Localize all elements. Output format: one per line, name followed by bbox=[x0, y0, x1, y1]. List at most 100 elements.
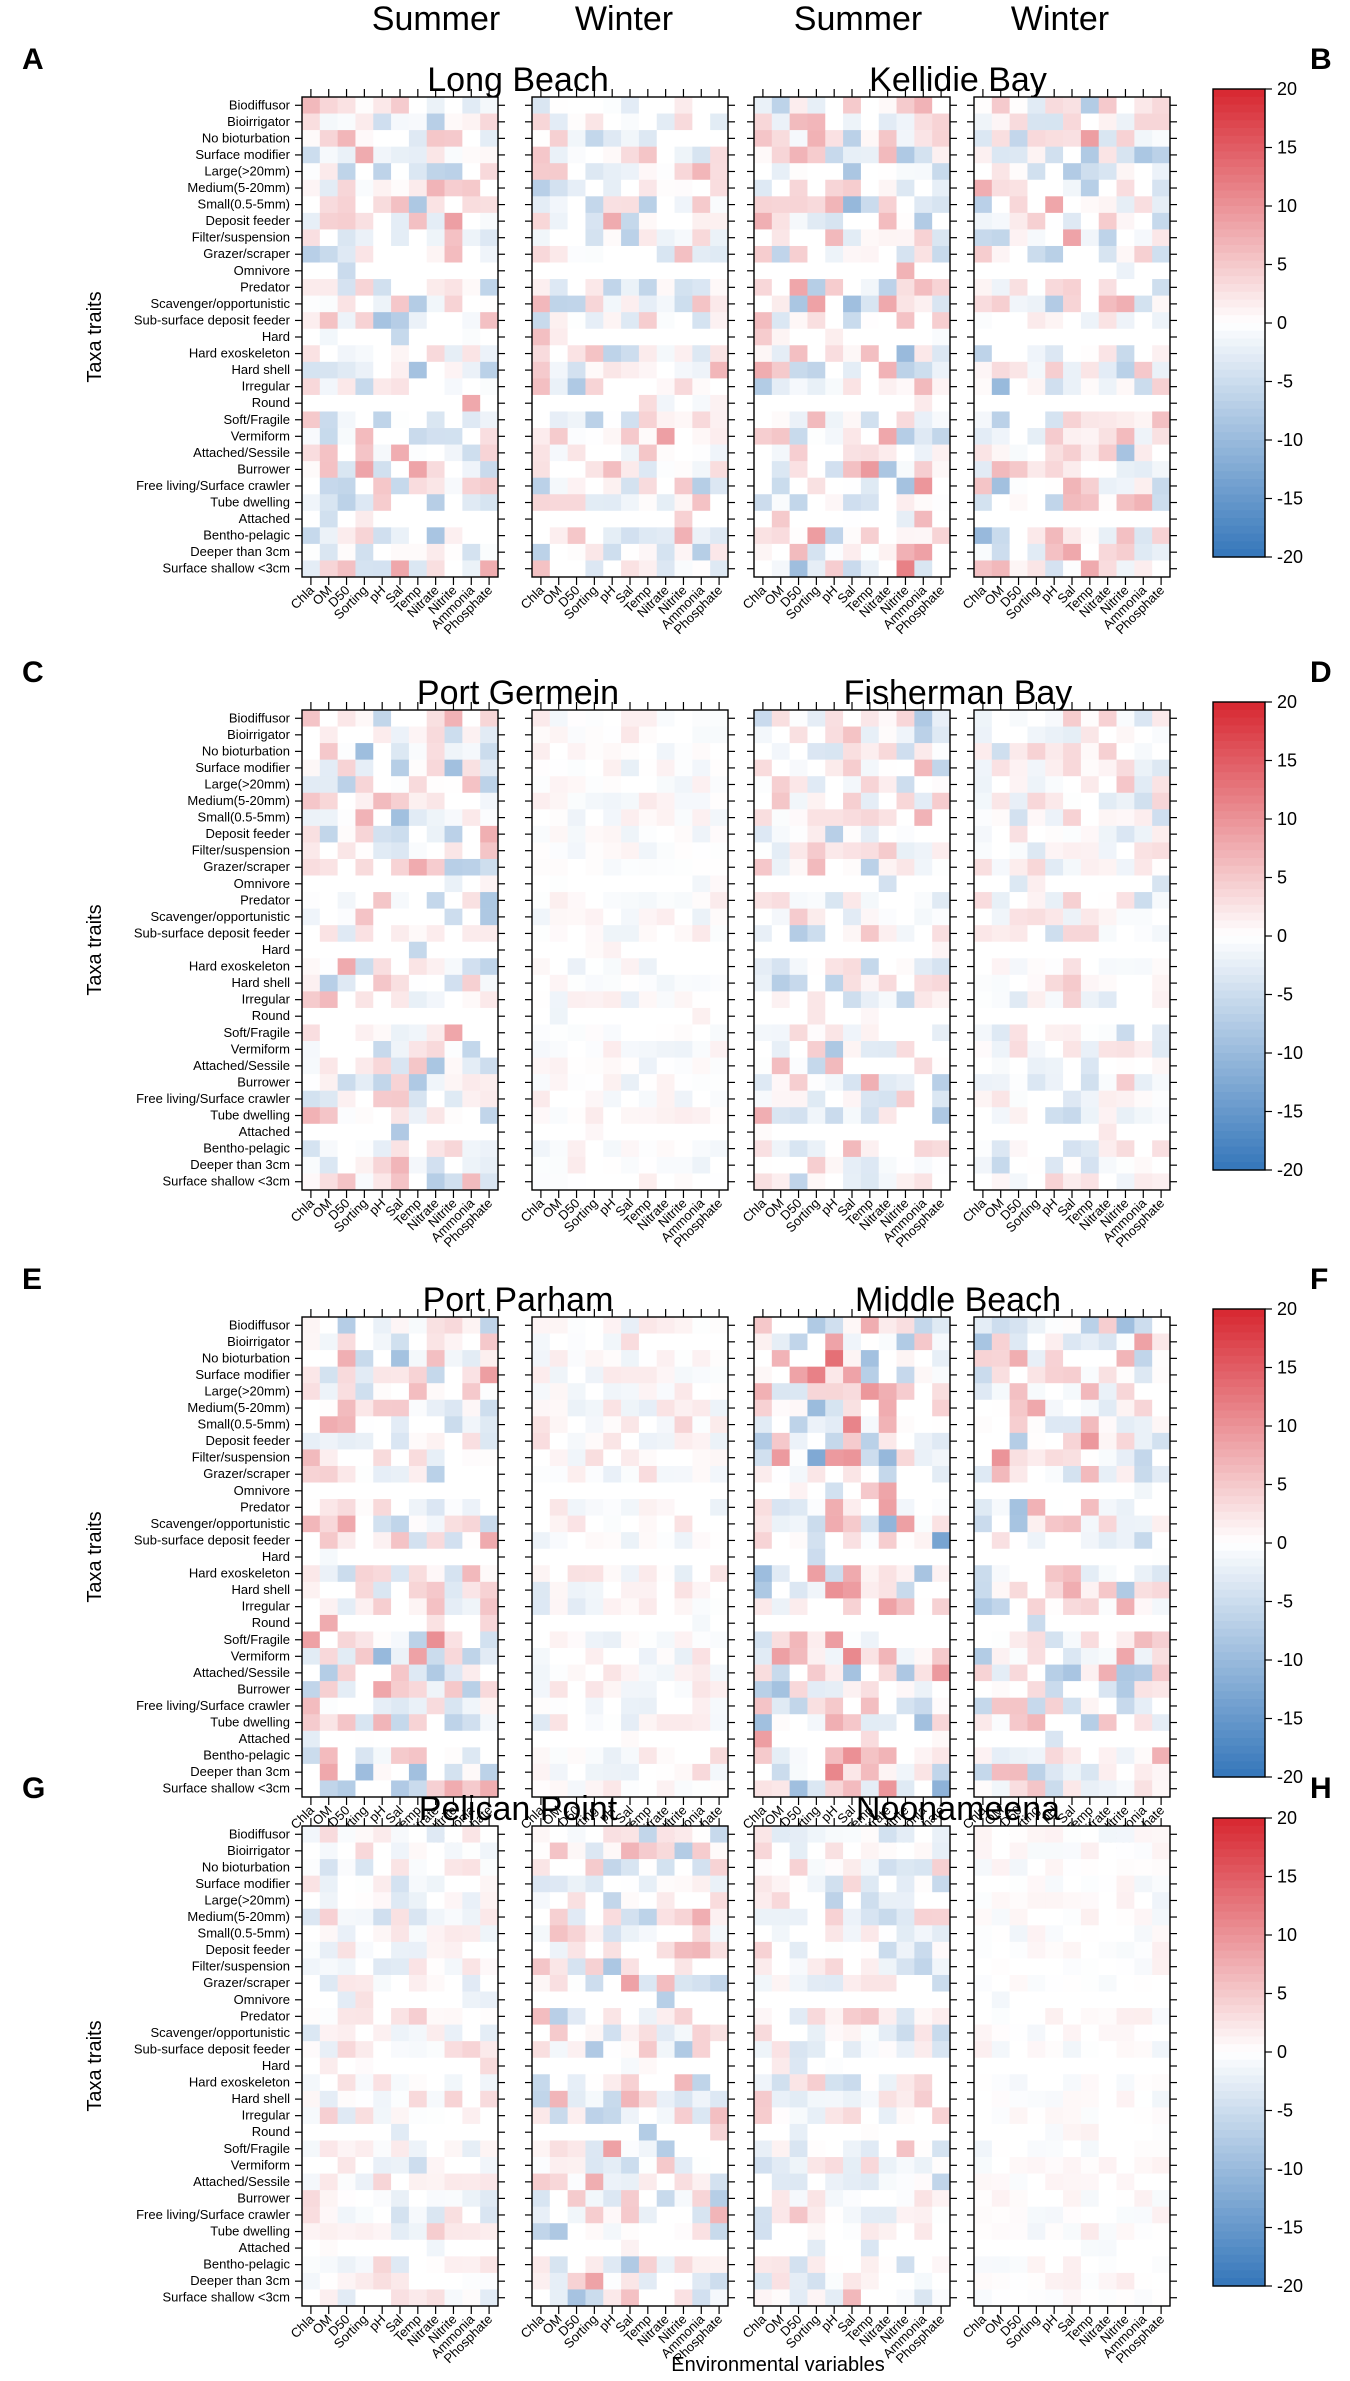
heatmap-cell bbox=[444, 428, 463, 445]
heatmap-cell bbox=[710, 494, 729, 512]
heatmap-cell bbox=[807, 842, 826, 860]
heatmap-cell bbox=[603, 809, 622, 827]
heatmap-cell bbox=[991, 328, 1010, 346]
heatmap-cell bbox=[532, 759, 551, 777]
heatmap-cell bbox=[1134, 1024, 1153, 1042]
heatmap-cell bbox=[373, 759, 392, 777]
heatmap-cell bbox=[567, 312, 586, 330]
heatmap-cell bbox=[710, 1548, 729, 1566]
heatmap-cell bbox=[1116, 262, 1135, 280]
heatmap-cell bbox=[621, 1482, 640, 1500]
heatmap-cell bbox=[444, 477, 463, 495]
heatmap-cell bbox=[932, 1548, 951, 1566]
heatmap-cell bbox=[355, 279, 374, 296]
heatmap-cell bbox=[638, 842, 658, 860]
heatmap-cell bbox=[754, 1416, 773, 1434]
heatmap-cell bbox=[674, 1074, 693, 1091]
heatmap-cell bbox=[302, 974, 321, 992]
heatmap-cell bbox=[789, 543, 808, 561]
heatmap-cell bbox=[319, 1416, 338, 1434]
heatmap-cell bbox=[771, 146, 790, 164]
heatmap-cell bbox=[674, 809, 693, 827]
heatmap-cell bbox=[444, 245, 463, 263]
heatmap-cell bbox=[532, 1416, 551, 1434]
heatmap-cell bbox=[1063, 1432, 1082, 1450]
heatmap-cell bbox=[710, 527, 729, 545]
heatmap-cell bbox=[567, 908, 586, 926]
heatmap-cell bbox=[444, 279, 463, 296]
heatmap-cell bbox=[1116, 212, 1135, 230]
heatmap-cell bbox=[656, 1041, 675, 1058]
heatmap-cell bbox=[603, 1333, 622, 1351]
heatmap-cell bbox=[567, 842, 586, 860]
heatmap-cell bbox=[1080, 1383, 1100, 1401]
heatmap-cell bbox=[621, 1383, 640, 1401]
heatmap-cell bbox=[656, 1024, 675, 1042]
colorbar-segment bbox=[1213, 819, 1265, 828]
heatmap-cell bbox=[532, 196, 551, 214]
heatmap-cell bbox=[932, 97, 951, 114]
heatmap-cell bbox=[462, 428, 481, 445]
heatmap-cell bbox=[549, 1333, 568, 1351]
heatmap-cell bbox=[878, 279, 897, 296]
heatmap-cell bbox=[567, 1482, 586, 1500]
heatmap-cell bbox=[771, 908, 790, 926]
heatmap-cell bbox=[337, 1515, 356, 1533]
heatmap-cell bbox=[860, 925, 880, 943]
heatmap-cell bbox=[621, 1107, 640, 1125]
heatmap-cell bbox=[1045, 1366, 1064, 1384]
heatmap-cell bbox=[567, 1565, 586, 1583]
trait-label: Bioirrigator bbox=[227, 1334, 291, 1349]
heatmap-cell bbox=[480, 1156, 499, 1174]
heatmap-cell bbox=[1027, 312, 1046, 330]
heatmap-cell bbox=[1152, 361, 1171, 379]
heatmap-cell bbox=[807, 1631, 826, 1649]
heatmap-cell bbox=[567, 461, 586, 478]
heatmap-cell bbox=[549, 411, 568, 429]
heatmap-cell bbox=[1098, 1499, 1117, 1516]
heatmap-cell bbox=[914, 1317, 933, 1334]
heatmap-cell bbox=[319, 1074, 338, 1091]
y-axis-title: Taxa traits bbox=[84, 291, 106, 382]
heatmap-cell bbox=[825, 130, 844, 147]
heatmap-cell bbox=[549, 1581, 568, 1599]
heatmap-cell bbox=[896, 842, 915, 860]
heatmap-cell bbox=[825, 1548, 844, 1566]
heatmap-cell bbox=[692, 941, 711, 959]
heatmap-cell bbox=[549, 1432, 568, 1450]
heatmap-cell bbox=[1063, 394, 1082, 412]
heatmap-cell bbox=[656, 1350, 675, 1367]
trait-label: Filter/suspension bbox=[192, 843, 290, 858]
heatmap-cell bbox=[603, 229, 622, 247]
heatmap-cell bbox=[896, 130, 915, 147]
heatmap-cell bbox=[480, 179, 499, 197]
heatmap-cell bbox=[1063, 809, 1082, 827]
heatmap-cell bbox=[1134, 444, 1153, 462]
heatmap-cell bbox=[754, 842, 773, 860]
heatmap-cell bbox=[807, 1140, 826, 1158]
heatmap-cell bbox=[1116, 361, 1135, 379]
trait-label: Omnivore bbox=[234, 263, 290, 278]
heatmap-cell bbox=[771, 1598, 790, 1616]
heatmap-cell bbox=[692, 245, 711, 263]
heatmap-cell bbox=[373, 1714, 392, 1732]
heatmap-cell bbox=[1009, 1057, 1028, 1075]
heatmap-cell bbox=[656, 130, 675, 147]
heatmap-cell bbox=[896, 908, 915, 926]
heatmap-cell bbox=[391, 1041, 410, 1058]
heatmap-cell bbox=[426, 130, 445, 147]
heatmap-cell bbox=[621, 527, 640, 545]
heatmap-cell bbox=[638, 97, 658, 114]
heatmap-cell bbox=[638, 1090, 658, 1108]
heatmap-cell bbox=[843, 825, 862, 843]
heatmap-cell bbox=[373, 991, 392, 1009]
heatmap-cell bbox=[754, 361, 773, 379]
heatmap-cell bbox=[567, 1714, 586, 1732]
heatmap-cell bbox=[373, 941, 392, 959]
heatmap-cell bbox=[302, 444, 321, 462]
heatmap-cell bbox=[549, 262, 568, 280]
heatmap-cell bbox=[373, 875, 392, 893]
heatmap-cell bbox=[692, 560, 711, 578]
heatmap-cell bbox=[444, 130, 463, 147]
colorbar-segment bbox=[1213, 842, 1265, 851]
